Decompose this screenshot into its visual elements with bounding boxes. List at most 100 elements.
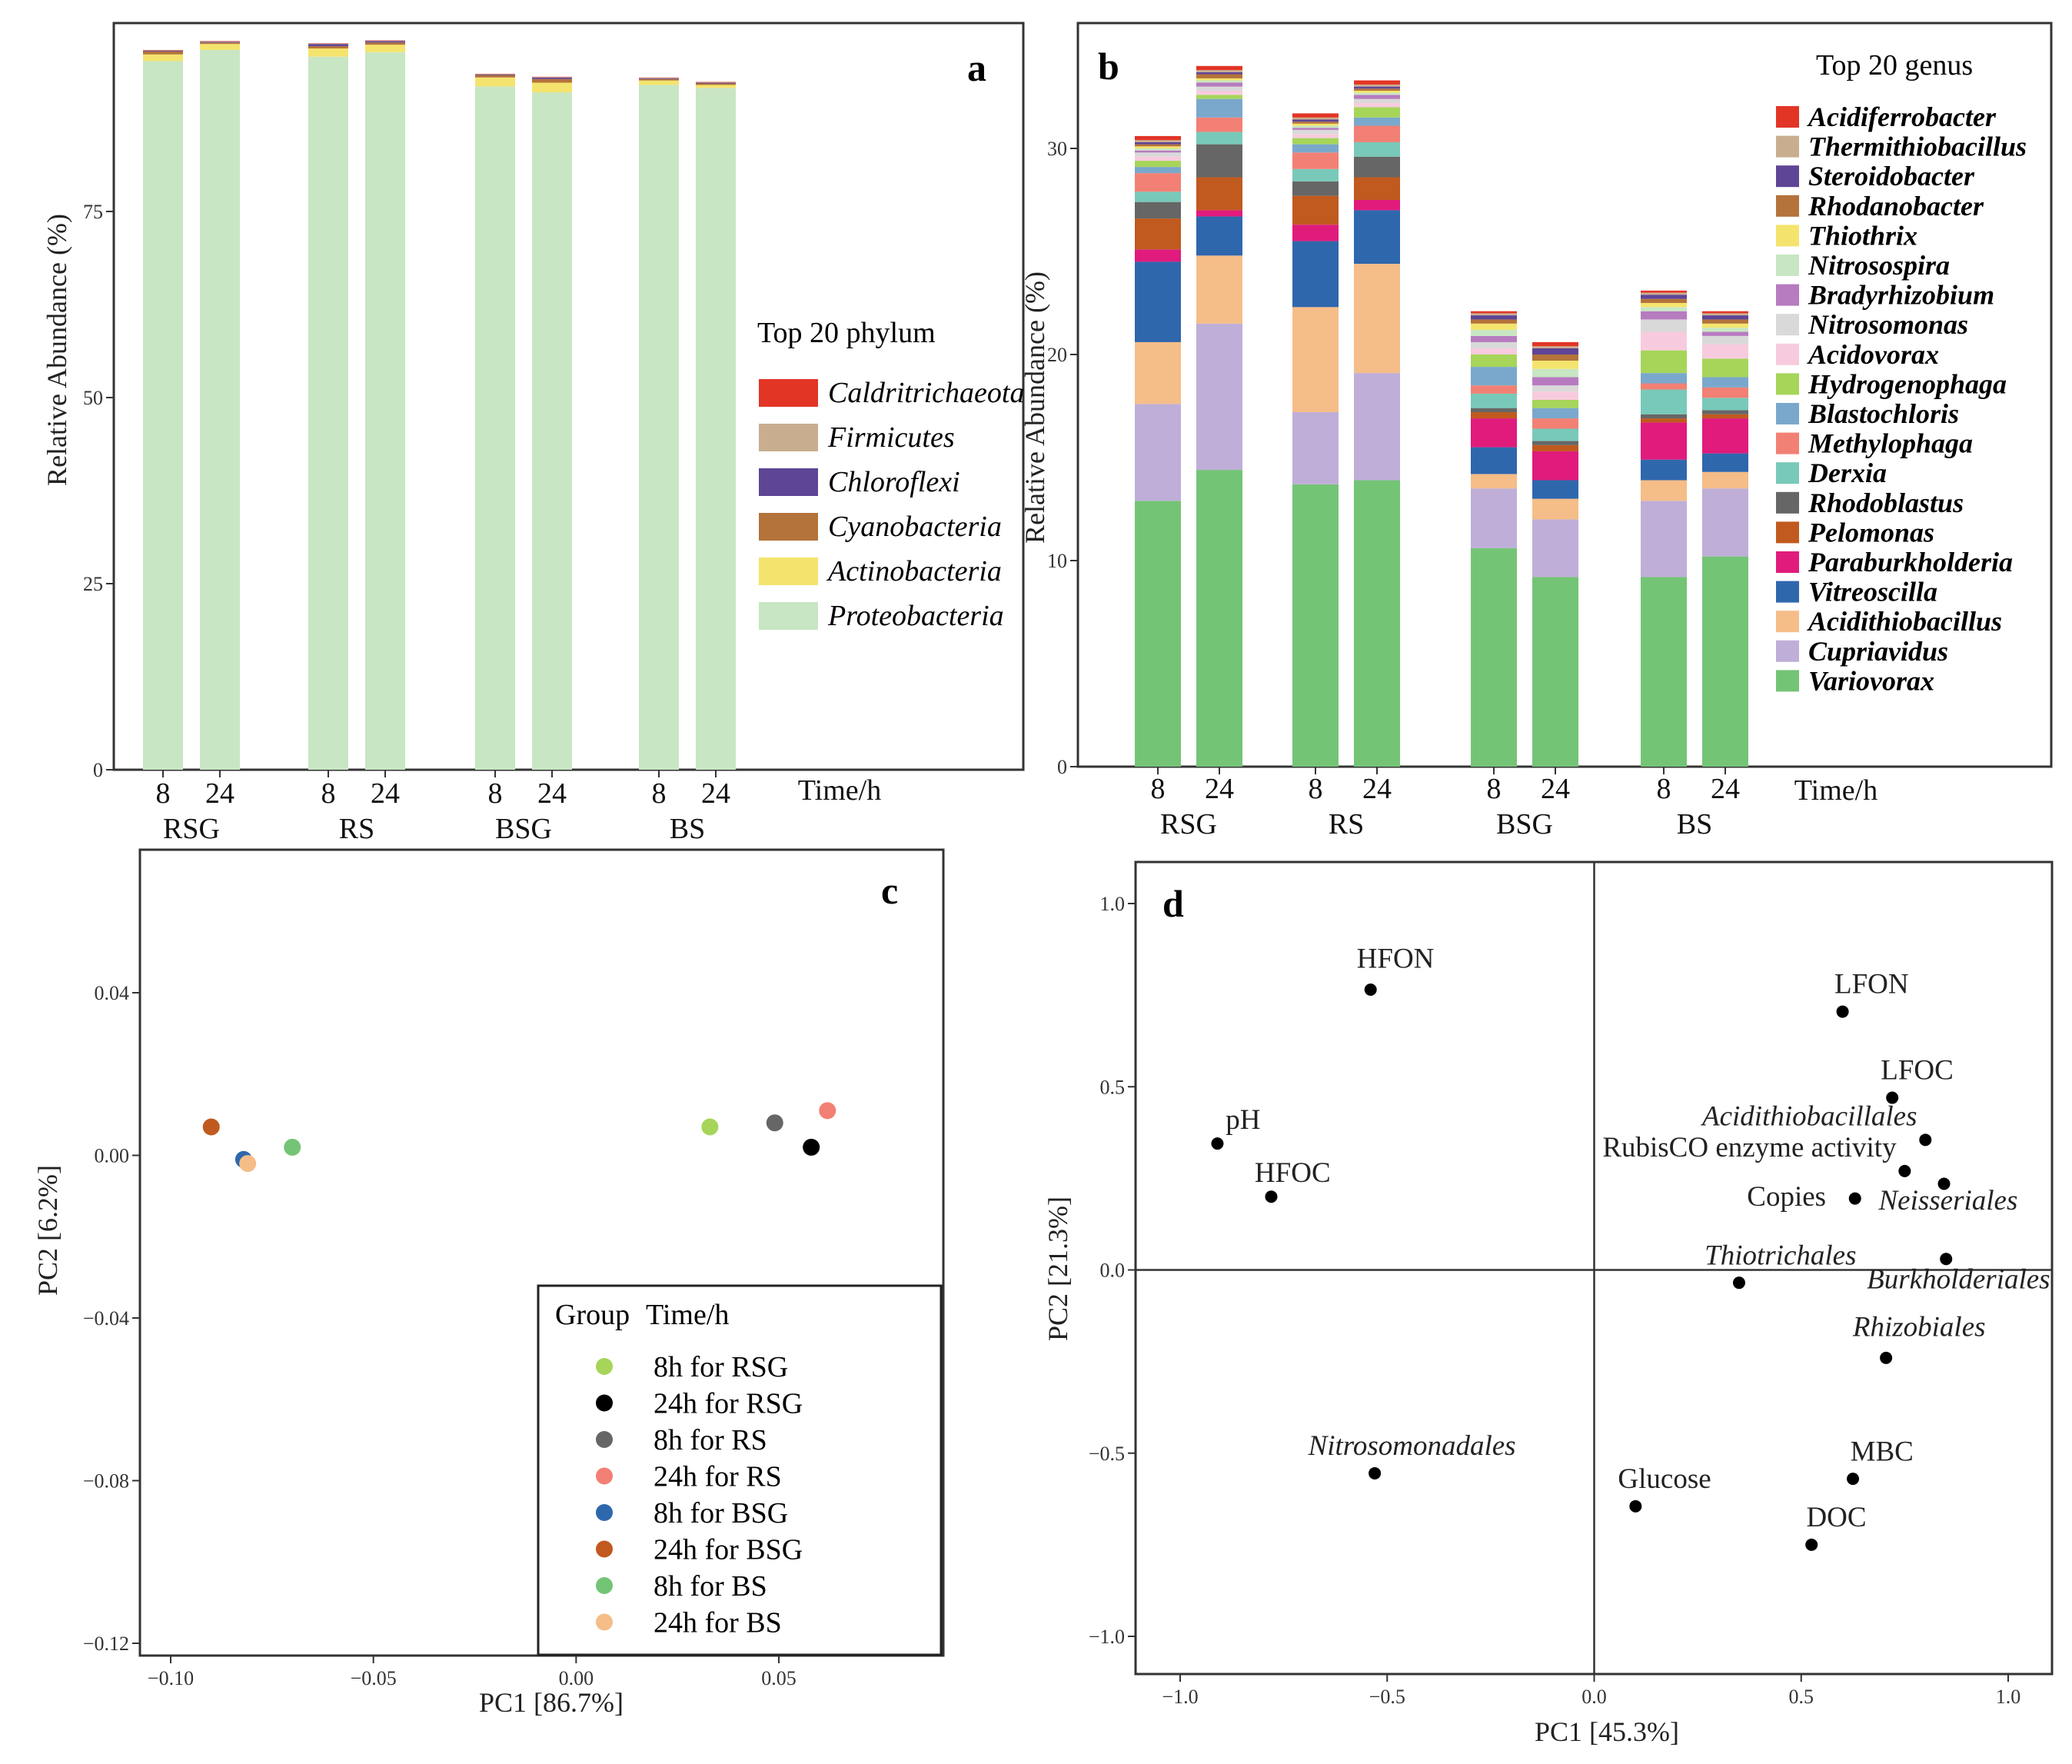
bar-segment-thiothrix <box>1292 123 1339 126</box>
legend-label-24h-for-bs: 24h for BS <box>654 1607 782 1639</box>
legend-marker-8h-for-rsg <box>596 1358 613 1375</box>
bar-segment-acidithiobacillus <box>1471 474 1517 489</box>
legend-label-firmicutes: Firmicutes <box>827 421 955 454</box>
bar-segment-methylophaga <box>1292 152 1339 169</box>
point-label-mbc: MBC <box>1851 1436 1914 1467</box>
bar-segment-methylophaga <box>1196 117 1242 132</box>
legend-label-8h-for-bsg: 8h for BSG <box>654 1497 788 1529</box>
y-tick-label: 50 <box>83 387 103 409</box>
x-tick-label: 1.0 <box>1996 1686 2021 1708</box>
bar-segment-thermithiobacillus <box>1292 117 1339 120</box>
y-tick-label: 1.0 <box>1100 893 1126 915</box>
bar-segment-cupriavidus <box>1532 519 1578 577</box>
bar-segment-derxia <box>1641 389 1687 414</box>
legend-title-group: Group <box>555 1299 630 1331</box>
legend-swatch-cyanobacteria <box>759 513 818 541</box>
point-label-ph: pH <box>1226 1104 1260 1136</box>
bar-segment-proteobacteria <box>308 56 348 770</box>
bar-segment-nitrosomonas <box>1532 385 1578 392</box>
x-time-label: 24 <box>371 777 400 810</box>
bar-segment-cupriavidus <box>1641 501 1687 577</box>
bar-segment-steroidobacter <box>1292 119 1339 122</box>
bar-segment-acidithiobacillus <box>1532 498 1578 520</box>
bar-segment-pelomonas <box>1292 195 1339 225</box>
y-tick-label: 20 <box>1047 344 1067 366</box>
y-tick-label: −0.12 <box>83 1633 129 1655</box>
x-time-label: 8 <box>488 777 503 810</box>
bar-segment-bradyrhizobium <box>1532 377 1578 386</box>
bar-segment-rhodanobacter <box>1196 74 1242 78</box>
x-group-label: BS <box>670 813 705 845</box>
point-neisseriales <box>1937 1177 1951 1190</box>
legend-swatch-cupriavidus <box>1776 640 1799 662</box>
bar-segment-acidovorax <box>1354 103 1400 108</box>
bar-segment-thermithiobacillus <box>1354 84 1400 87</box>
bar-segment-hydrogenophaga <box>1135 161 1181 168</box>
bar-segment-nitrosomonas <box>1702 335 1748 344</box>
bar-segment-variovorax <box>1292 484 1339 767</box>
x-tick-label: −0.05 <box>351 1667 397 1689</box>
bar-segment-thermithiobacillus <box>1641 292 1687 295</box>
bar-segment-rhodoblastus <box>1292 181 1339 196</box>
legend-label-cupriavidus: Cupriavidus <box>1808 636 1948 667</box>
x-time-label: 24 <box>205 777 234 810</box>
point-rhizobiales <box>1880 1351 1893 1364</box>
point-8h-for-bs <box>284 1138 301 1156</box>
bar-segment-hydrogenophaga <box>1641 350 1687 374</box>
legend-label-methylophaga: Methylophaga <box>1808 428 1973 459</box>
x-time-label: 24 <box>1362 773 1392 805</box>
bar-segment-methylophaga <box>1471 385 1517 394</box>
bar-segment-chloroflexi <box>696 82 736 84</box>
point-mbc <box>1847 1473 1860 1486</box>
bar-segment-nitrosomonas <box>1135 152 1181 157</box>
bar-segment-vitreoscilla <box>1702 453 1748 472</box>
bar-segment-methylophaga <box>1641 383 1687 390</box>
point-label-nitrosomonadales: Nitrosomonadales <box>1308 1430 1516 1462</box>
bar-segment-blastochloris <box>1702 377 1748 388</box>
y-axis-label: Relative Abundance (%) <box>42 214 72 486</box>
point-lfon <box>1836 1005 1849 1018</box>
bar-segment-nitrosomonas <box>1471 341 1517 348</box>
point-label-rubisco-enzyme-activity: RubisCO enzyme activity <box>1602 1132 1897 1163</box>
legend-swatch-acidiferrobacter <box>1776 106 1799 128</box>
bar-segment-pelomonas <box>1196 177 1242 211</box>
point-label-lfoc: LFOC <box>1881 1055 1954 1087</box>
bar-segment-variovorax <box>1471 548 1517 767</box>
y-axis-label: Relative Abundance (%) <box>1019 271 1050 544</box>
y-axis-label: PC2 [21.3%] <box>1043 1197 1073 1341</box>
bar-segment-bradyrhizobium <box>1292 128 1339 130</box>
y-tick-label: 0.0 <box>1100 1260 1126 1282</box>
bar-segment-bradyrhizobium <box>1471 335 1517 342</box>
bar-segment-paraburkholderia <box>1292 225 1339 241</box>
point-label-hfon: HFON <box>1357 943 1435 974</box>
bar-segment-cupriavidus <box>1702 488 1748 557</box>
point-hfon <box>1364 983 1377 996</box>
bar-segment-thiothrix <box>1641 303 1687 308</box>
bar-segment-cupriavidus <box>1471 488 1517 548</box>
panel-label: c <box>881 869 898 912</box>
bar-segment-acidiferrobacter <box>1702 311 1748 314</box>
bar-segment-pelomonas <box>1702 414 1748 419</box>
x-group-label: RSG <box>163 813 220 845</box>
point-nitrosomonadales <box>1369 1466 1382 1479</box>
legend-marker-8h-for-bs <box>596 1577 613 1594</box>
bar-segment-acidiferrobacter <box>1641 290 1687 293</box>
legend-label-variovorax: Variovorax <box>1808 665 1934 696</box>
y-tick-label: 10 <box>1047 550 1067 572</box>
bar-segment-pelomonas <box>1354 177 1400 200</box>
bar-segment-acidiferrobacter <box>1354 80 1400 85</box>
bar-segment-steroidobacter <box>1641 295 1687 299</box>
y-axis-label: PC2 [6.2%] <box>32 1165 63 1296</box>
legend-swatch-derxia <box>1776 462 1799 484</box>
bar-segment-blastochloris <box>1641 373 1687 384</box>
point-label-doc: DOC <box>1806 1502 1866 1533</box>
panel-label: d <box>1162 882 1184 925</box>
point-hfoc <box>1265 1190 1278 1203</box>
legend-swatch-blastochloris <box>1776 403 1799 424</box>
bar-segment-pelomonas <box>1471 412 1517 419</box>
x-tick-label: 0.05 <box>761 1667 797 1689</box>
bar-segment-blastochloris <box>1292 144 1339 153</box>
panel-c: c −0.10 −0.05 0.00 0.05 0.04 0.00 −0.04 −0.08 −0.… <box>32 848 945 1718</box>
point-label-rhizobiales: Rhizobiales <box>1852 1311 1986 1343</box>
y-tick-label: −0.04 <box>83 1307 129 1330</box>
